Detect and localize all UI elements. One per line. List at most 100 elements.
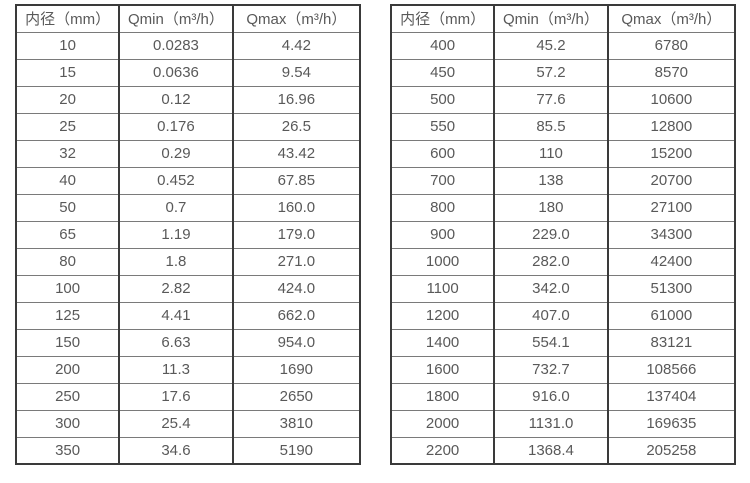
table-row: 150 6.63 954.0 <box>14 328 362 357</box>
col-header-diameter: 内径（mm） <box>389 4 496 33</box>
cell-qmin: 407.0 <box>493 301 609 330</box>
table-row: 15 0.0636 9.54 <box>14 58 362 87</box>
cell-qmax: 1690 <box>231 355 362 384</box>
cell-diameter: 1000 <box>389 247 496 276</box>
table-row: 2000 1131.0 169635 <box>389 409 737 438</box>
table-row: 1800 916.0 137404 <box>389 382 737 411</box>
cell-diameter: 1400 <box>389 328 496 357</box>
cell-qmin: 0.0283 <box>118 31 234 60</box>
cell-qmax: 27100 <box>606 193 737 222</box>
cell-qmin: 1.8 <box>118 247 234 276</box>
cell-qmin: 110 <box>493 139 609 168</box>
table-row: 600 110 15200 <box>389 139 737 168</box>
table-row: 400 45.2 6780 <box>389 31 737 60</box>
table-row: 1100 342.0 51300 <box>389 274 737 303</box>
cell-diameter: 450 <box>389 58 496 87</box>
cell-qmin: 916.0 <box>493 382 609 411</box>
cell-qmax: 9.54 <box>231 58 362 87</box>
cell-qmax: 2650 <box>231 382 362 411</box>
table-row: 125 4.41 662.0 <box>14 301 362 330</box>
table-header-row: 内径（mm） Qmin（m³/h） Qmax（m³/h） <box>14 4 362 33</box>
cell-diameter: 500 <box>389 85 496 114</box>
cell-diameter: 50 <box>14 193 121 222</box>
cell-diameter: 100 <box>14 274 121 303</box>
cell-diameter: 1600 <box>389 355 496 384</box>
cell-qmin: 0.452 <box>118 166 234 195</box>
cell-diameter: 125 <box>14 301 121 330</box>
cell-qmax: 61000 <box>606 301 737 330</box>
cell-qmin: 17.6 <box>118 382 234 411</box>
table-row: 700 138 20700 <box>389 166 737 195</box>
cell-diameter: 800 <box>389 193 496 222</box>
cell-diameter: 80 <box>14 247 121 276</box>
table-row: 1600 732.7 108566 <box>389 355 737 384</box>
cell-diameter: 15 <box>14 58 121 87</box>
cell-qmin: 732.7 <box>493 355 609 384</box>
cell-qmin: 45.2 <box>493 31 609 60</box>
header-row: 内径（mm） Qmin（m³/h） Qmax（m³/h） <box>389 4 737 33</box>
cell-qmax: 10600 <box>606 85 737 114</box>
table-row: 550 85.5 12800 <box>389 112 737 141</box>
cell-qmax: 43.42 <box>231 139 362 168</box>
cell-qmin: 1368.4 <box>493 436 609 465</box>
cell-qmax: 662.0 <box>231 301 362 330</box>
table-row: 32 0.29 43.42 <box>14 139 362 168</box>
cell-qmax: 271.0 <box>231 247 362 276</box>
cell-diameter: 32 <box>14 139 121 168</box>
cell-qmin: 1131.0 <box>493 409 609 438</box>
table-row: 800 180 27100 <box>389 193 737 222</box>
cell-qmin: 138 <box>493 166 609 195</box>
cell-qmin: 0.0636 <box>118 58 234 87</box>
table-row: 1000 282.0 42400 <box>389 247 737 276</box>
cell-qmin: 0.7 <box>118 193 234 222</box>
table-header-row: 内径（mm） Qmin（m³/h） Qmax（m³/h） <box>389 4 737 33</box>
cell-diameter: 65 <box>14 220 121 249</box>
table-row: 450 57.2 8570 <box>389 58 737 87</box>
table-body: 400 45.2 6780 450 57.2 8570 500 77.6 106… <box>389 31 737 465</box>
cell-diameter: 1100 <box>389 274 496 303</box>
cell-qmin: 554.1 <box>493 328 609 357</box>
flow-table-large-diameters: 内径（mm） Qmin（m³/h） Qmax（m³/h） 400 45.2 67… <box>389 4 737 465</box>
table-row: 65 1.19 179.0 <box>14 220 362 249</box>
cell-qmax: 169635 <box>606 409 737 438</box>
cell-qmin: 77.6 <box>493 85 609 114</box>
table-row: 100 2.82 424.0 <box>14 274 362 303</box>
cell-qmin: 229.0 <box>493 220 609 249</box>
cell-qmax: 954.0 <box>231 328 362 357</box>
cell-qmin: 0.29 <box>118 139 234 168</box>
cell-diameter: 250 <box>14 382 121 411</box>
col-header-diameter: 内径（mm） <box>14 4 121 33</box>
cell-qmax: 15200 <box>606 139 737 168</box>
cell-diameter: 400 <box>389 31 496 60</box>
cell-qmax: 34300 <box>606 220 737 249</box>
col-header-qmax: Qmax（m³/h） <box>231 4 362 33</box>
table-row: 20 0.12 16.96 <box>14 85 362 114</box>
table-row: 80 1.8 271.0 <box>14 247 362 276</box>
cell-diameter: 150 <box>14 328 121 357</box>
cell-qmin: 6.63 <box>118 328 234 357</box>
cell-qmax: 26.5 <box>231 112 362 141</box>
cell-qmax: 108566 <box>606 355 737 384</box>
table-row: 50 0.7 160.0 <box>14 193 362 222</box>
table-row: 1400 554.1 83121 <box>389 328 737 357</box>
cell-qmin: 57.2 <box>493 58 609 87</box>
cell-diameter: 2000 <box>389 409 496 438</box>
table-row: 10 0.0283 4.42 <box>14 31 362 60</box>
table-row: 350 34.6 5190 <box>14 436 362 465</box>
cell-qmax: 205258 <box>606 436 737 465</box>
table-row: 300 25.4 3810 <box>14 409 362 438</box>
cell-qmin: 4.41 <box>118 301 234 330</box>
cell-diameter: 1800 <box>389 382 496 411</box>
cell-qmin: 1.19 <box>118 220 234 249</box>
cell-qmin: 282.0 <box>493 247 609 276</box>
cell-diameter: 2200 <box>389 436 496 465</box>
table-row: 500 77.6 10600 <box>389 85 737 114</box>
cell-diameter: 700 <box>389 166 496 195</box>
table-row: 40 0.452 67.85 <box>14 166 362 195</box>
cell-diameter: 300 <box>14 409 121 438</box>
cell-qmax: 8570 <box>606 58 737 87</box>
cell-qmin: 85.5 <box>493 112 609 141</box>
cell-qmax: 12800 <box>606 112 737 141</box>
cell-qmax: 137404 <box>606 382 737 411</box>
